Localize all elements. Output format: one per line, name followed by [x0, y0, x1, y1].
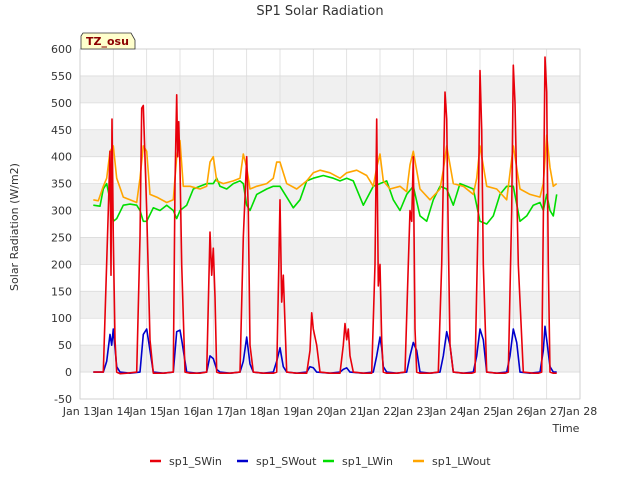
x-axis-label: Time [552, 422, 580, 435]
y-tick-label: 150 [51, 285, 72, 298]
y-axis-label: Solar Radiation (W/m2) [8, 163, 21, 291]
legend-label-sp1_SWout: sp1_SWout [256, 455, 317, 468]
y-tick-label: 500 [51, 97, 72, 110]
x-tick-label: Jan 16 [162, 405, 197, 418]
chart-title: SP1 Solar Radiation [256, 4, 383, 19]
y-tick-label: 550 [51, 70, 72, 83]
x-tick-label: Jan 28 [562, 405, 597, 418]
y-tick-label: 400 [51, 151, 72, 164]
y-tick-label: 450 [51, 124, 72, 137]
y-tick-label: 250 [51, 231, 72, 244]
y-tick-label: -50 [54, 393, 72, 406]
legend-label-sp1_LWin: sp1_LWin [342, 455, 393, 468]
x-tick-label: Jan 27 [528, 405, 563, 418]
legend-label-sp1_LWout: sp1_LWout [432, 455, 491, 468]
y-tick-label: 350 [51, 178, 72, 191]
y-tick-label: 600 [51, 43, 72, 56]
plot-frame [79, 48, 581, 400]
x-tick-label: Jan 13 [62, 405, 97, 418]
x-tick-label: Jan 22 [362, 405, 397, 418]
plot-background [80, 49, 580, 399]
plot-area [80, 49, 580, 399]
x-tick-label: Jan 18 [228, 405, 263, 418]
plot-band [80, 75, 580, 103]
series-line-sp1_SWin [93, 56, 557, 375]
site-badge-label: TZ_osu [86, 35, 129, 48]
legend: sp1_SWin sp1_SWout sp1_LWin sp1_LWout [150, 455, 491, 468]
y-tick-label: 300 [51, 205, 72, 218]
y-tick-label: 50 [58, 339, 72, 352]
x-tick-label: Jan 20 [295, 405, 330, 418]
x-tick-label: Jan 24 [428, 405, 463, 418]
x-tick-label: Jan 19 [262, 405, 297, 418]
plot-band [80, 129, 580, 157]
y-tick-label: 200 [51, 258, 72, 271]
x-tick-label: Jan 21 [328, 405, 363, 418]
plot-band [80, 345, 580, 373]
series-line-sp1_LWout [93, 134, 558, 204]
gridlines [79, 48, 581, 400]
x-tick-label: Jan 25 [462, 405, 497, 418]
site-badge: TZ_osu [80, 32, 136, 50]
site-badge-box [80, 32, 136, 50]
x-tick-label: Jan 26 [495, 405, 530, 418]
plot-band [80, 291, 580, 319]
x-tick-label: Jan 17 [195, 405, 230, 418]
y-axis-ticks: -50 0 50 100 150 200 250 300 350 400 450 500 550 600 [51, 43, 72, 406]
x-tick-label: Jan 14 [95, 405, 130, 418]
x-tick-label: Jan 15 [128, 405, 163, 418]
series-layer [93, 56, 558, 375]
plot-band [80, 237, 580, 265]
y-tick-label: 0 [65, 366, 72, 379]
series-line-sp1_LWin [93, 174, 558, 225]
legend-label-sp1_SWin: sp1_SWin [169, 455, 222, 468]
x-tick-label: Jan 23 [395, 405, 430, 418]
y-tick-label: 100 [51, 312, 72, 325]
